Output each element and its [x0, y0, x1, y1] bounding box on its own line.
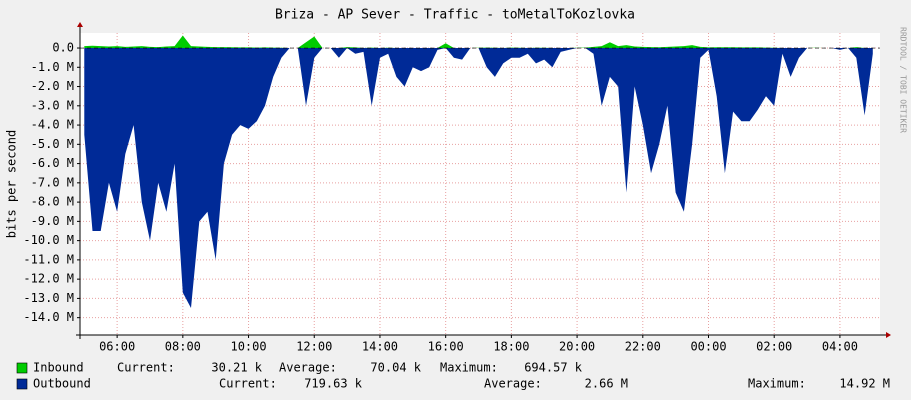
legend-stat-label: Average:: [484, 377, 542, 391]
x-tick-label: 02:00: [756, 340, 792, 354]
x-arrow: [886, 332, 891, 338]
y-arrow: [77, 22, 83, 27]
x-tick-label: 12:00: [296, 340, 332, 354]
legend-stat-value: 719.63 k: [304, 377, 363, 391]
legend-stat-label: Maximum:: [748, 377, 806, 391]
x-tick-label: 06:00: [99, 340, 135, 354]
x-tick-label: 18:00: [493, 340, 529, 354]
x-tick-label: 20:00: [559, 340, 595, 354]
y-tick-label: -2.0 M: [31, 79, 74, 93]
y-tick-label: -3.0 M: [31, 98, 74, 112]
legend-stat-value: 70.04 k: [370, 361, 421, 375]
x-tick-label: 00:00: [690, 340, 726, 354]
x-tick-label: 22:00: [625, 340, 661, 354]
area: [84, 48, 873, 308]
x-tick-label: 04:00: [822, 340, 858, 354]
legend-stat-label: Average:: [279, 361, 337, 375]
legend-stat-value: 694.57 k: [524, 361, 583, 375]
x-tick-label: 14:00: [362, 340, 398, 354]
y-tick-label: -9.0 M: [31, 214, 74, 228]
y-axis-label: bits per second: [5, 130, 19, 238]
y-tick-label: -12.0 M: [23, 272, 74, 286]
x-tick-label: 10:00: [230, 340, 266, 354]
y-tick-label: -5.0 M: [31, 137, 74, 151]
legend-stat-label: Current:: [117, 361, 175, 375]
x-tick-label: 16:00: [428, 340, 464, 354]
legend-swatch: [16, 362, 28, 374]
y-tick-label: -13.0 M: [23, 291, 74, 305]
watermark: RRDTOOL / TOBI OETIKER: [899, 27, 908, 133]
y-tick-label: 0.0: [52, 41, 74, 55]
legend-label: Outbound: [33, 377, 91, 391]
y-tick-label: -11.0 M: [23, 252, 74, 266]
legend-stat-value: 2.66 M: [585, 377, 628, 391]
y-tick-label: -6.0 M: [31, 156, 74, 170]
legend-stat-value: 14.92 M: [839, 377, 890, 391]
y-tick-label: -14.0 M: [23, 310, 74, 324]
y-tick-label: -7.0 M: [31, 175, 74, 189]
chart-title: Briza - AP Sever - Traffic - toMetalToKo…: [275, 8, 635, 23]
legend-stat-label: Current:: [219, 377, 277, 391]
x-tick-label: 08:00: [165, 340, 201, 354]
y-tick-label: -8.0 M: [31, 195, 74, 209]
y-tick-label: -1.0 M: [31, 60, 74, 74]
legend-label: Inbound: [33, 361, 84, 375]
legend-stat-label: Maximum:: [440, 361, 498, 375]
y-tick-label: -4.0 M: [31, 118, 74, 132]
area: [84, 35, 873, 49]
y-tick-label: -10.0 M: [23, 233, 74, 247]
legend-swatch: [16, 378, 28, 390]
legend-stat-value: 30.21 k: [211, 361, 262, 375]
